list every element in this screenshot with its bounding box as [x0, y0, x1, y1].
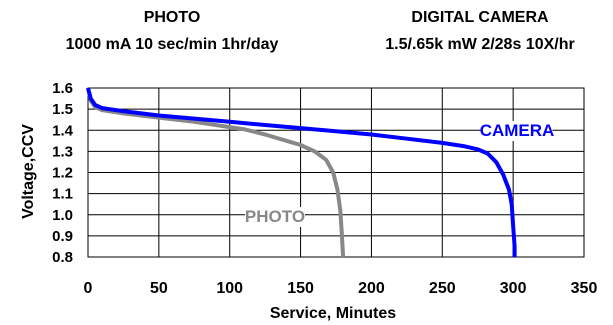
y-tick-label: 1.3 [52, 143, 73, 160]
x-axis-label: Service, Minutes [270, 305, 396, 322]
series-line-camera [86, 87, 517, 257]
left-title: PHOTO [143, 9, 201, 26]
y-tick-label: 1.1 [52, 186, 73, 203]
y-tick-label: 1.6 [52, 80, 73, 97]
y-tick-label: 1.4 [52, 122, 74, 139]
right-subtitle: 1.5/.65k mW 2/28s 10X/hr [385, 36, 575, 53]
y-tick-label: 0.8 [52, 249, 73, 266]
x-tick-label: 150 [287, 280, 314, 297]
x-tick-label: 200 [358, 280, 385, 297]
series-label-camera: CAMERA [480, 121, 555, 140]
y-tick-label: 1.5 [52, 101, 73, 118]
series-line-photo [86, 87, 346, 258]
x-tick-label: 350 [571, 280, 598, 297]
left-subtitle: 1000 mA 10 sec/min 1hr/day [65, 36, 279, 53]
x-tick-label: 250 [429, 280, 456, 297]
x-tick-label: 0 [84, 280, 93, 297]
series-label-bg [481, 121, 553, 141]
x-tick-label: 100 [216, 280, 243, 297]
y-tick-label: 0.9 [52, 228, 73, 245]
series-label-photo: PHOTO [245, 207, 305, 226]
x-tick-label: 50 [150, 280, 168, 297]
series-label-bg [245, 207, 305, 227]
y-axis-label: Voltage,CCV [20, 124, 37, 219]
y-tick-label: 1.0 [52, 207, 73, 224]
x-tick-label: 300 [500, 280, 527, 297]
y-tick-label: 1.2 [52, 165, 73, 182]
right-title: DIGITAL CAMERA [411, 9, 549, 26]
